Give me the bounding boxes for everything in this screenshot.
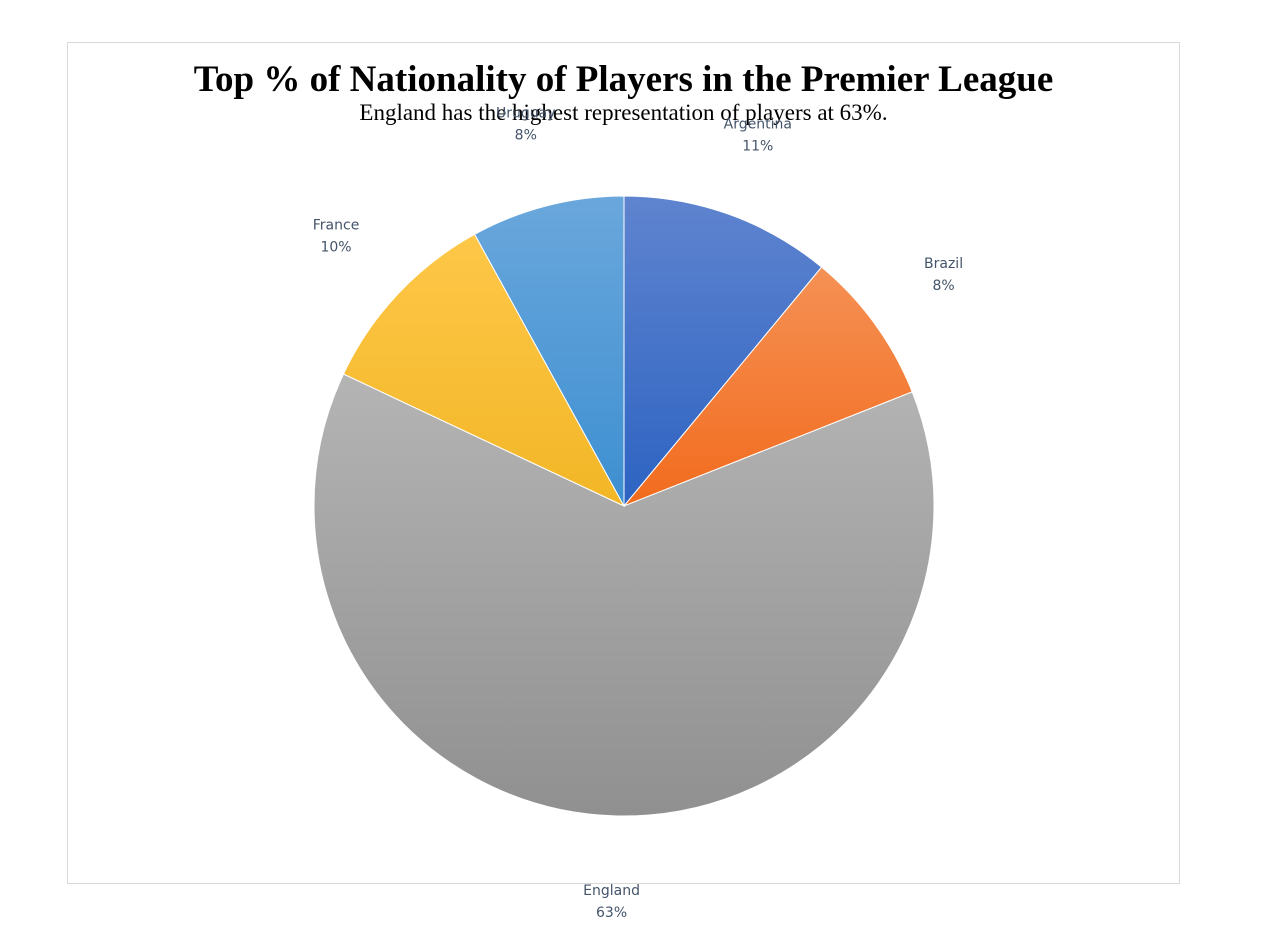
pie-slices: [313, 195, 935, 817]
chart-subtitle: England has the highest representation o…: [359, 100, 888, 125]
slice-label-value-france: 10%: [320, 240, 351, 256]
pie-slice-brazil: [623, 266, 913, 507]
pie-slice-england: [313, 373, 935, 817]
slice-label-name-uruguay: Uruguay: [496, 105, 556, 121]
pie-slice-france: [342, 233, 626, 508]
slice-label-value-uruguay: 8%: [515, 127, 537, 143]
slice-label-value-england: 63%: [596, 905, 627, 921]
slice-label-name-france: France: [313, 218, 360, 234]
slice-label-name-argentina: Argentina: [724, 116, 792, 132]
pie-slice-argentina: [623, 195, 823, 508]
slice-label-name-england: England: [583, 883, 640, 899]
pie-labels: Argentina 11% Brazil 8% England 63% France 10% U…: [313, 105, 963, 920]
slice-label-value-brazil: 8%: [932, 278, 954, 294]
chart-title: Top % of Nationality of Players in the P…: [193, 59, 1054, 100]
pie-slice-uruguay: [473, 195, 625, 507]
slice-label-name-brazil: Brazil: [924, 256, 963, 272]
slice-label-value-argentina: 11%: [742, 138, 773, 154]
